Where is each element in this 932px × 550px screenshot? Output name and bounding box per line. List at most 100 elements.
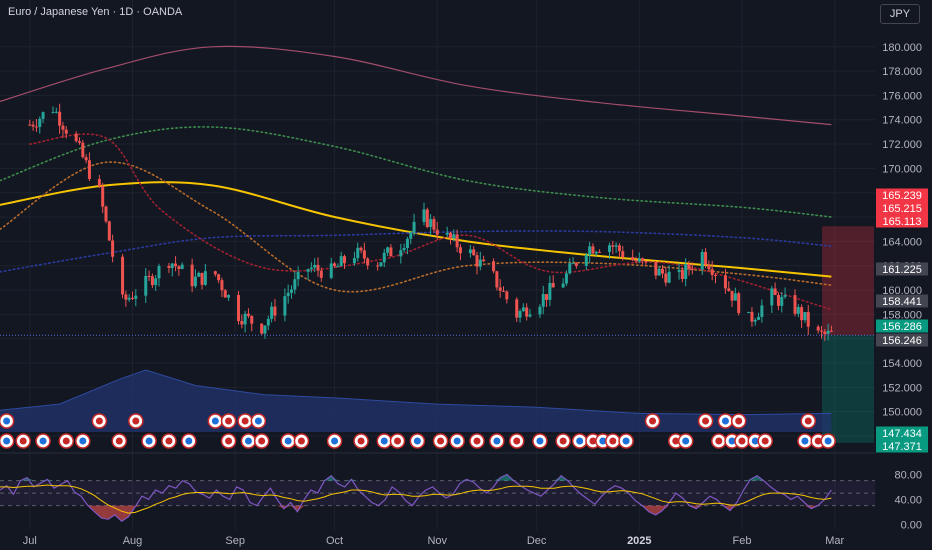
event-marker-dot (536, 437, 544, 445)
candle-body (223, 290, 227, 298)
price-tick-label: 164.000 (882, 236, 922, 248)
event-marker-dot (413, 437, 421, 445)
symbol-title: Euro / Japanese Yen · 1D · OANDA (8, 6, 183, 18)
candle-body (107, 221, 111, 241)
event-marker-dot (682, 437, 690, 445)
candle-body (362, 250, 366, 259)
candle-body (260, 323, 264, 334)
price-label-text: 161.225 (882, 264, 922, 276)
candle-body (644, 260, 648, 263)
candle-body (591, 246, 595, 254)
position-tool[interactable] (822, 226, 874, 443)
event-marker-dot (493, 437, 501, 445)
price-label-text: 158.441 (882, 296, 922, 308)
event-marker-dot (702, 417, 710, 425)
candle-body (687, 263, 691, 269)
candle-body (631, 256, 635, 261)
candle-body (124, 294, 128, 300)
candle-body (498, 287, 502, 291)
candle-body (339, 256, 343, 267)
candle-body (502, 290, 505, 292)
candle-body (780, 296, 784, 306)
candle-body (412, 221, 416, 233)
time-tick-label: 2025 (627, 535, 651, 547)
candle-body (564, 273, 568, 284)
price-label-bg (876, 262, 928, 276)
event-marker-dot (241, 417, 249, 425)
candle-body (402, 247, 406, 251)
oversold-fill (114, 505, 122, 522)
candle-body (714, 275, 717, 277)
event-marker-dot (3, 437, 11, 445)
time-axis[interactable]: Jul Aug Sep Oct Nov Dec 2025 Feb Mar (23, 535, 845, 547)
candle-body (518, 311, 522, 318)
time-tick-label: Sep (225, 535, 245, 547)
candle-body (452, 234, 456, 239)
candle-body (97, 179, 101, 187)
candle-body (121, 256, 125, 295)
candle-body (131, 297, 134, 299)
candle-body (677, 269, 681, 272)
candle-body (250, 315, 254, 324)
event-marker-dot (380, 437, 388, 445)
candle-body (217, 274, 221, 281)
currency-button[interactable]: JPY (880, 4, 920, 24)
candle-body (193, 276, 197, 287)
candle-body (290, 289, 293, 293)
candle-body (343, 256, 346, 264)
time-tick-label: Aug (123, 535, 143, 547)
candle-body (690, 268, 694, 270)
candle-body (150, 276, 154, 286)
candlesticks (28, 103, 833, 341)
oversold-fill (297, 505, 305, 512)
candle-body (74, 133, 78, 142)
oscillator-tick-label: 0.00 (901, 519, 922, 531)
candle-body (458, 247, 462, 254)
candle-body (220, 280, 224, 291)
candle-body (657, 268, 661, 276)
candle-body (495, 271, 499, 288)
time-tick-label: Mar (825, 535, 844, 547)
candle-body (551, 282, 555, 288)
candle-body (316, 264, 320, 271)
candle-body (588, 246, 592, 255)
price-label-text: 147.434 (882, 428, 922, 440)
candle-body (283, 296, 287, 316)
candle-body (270, 306, 274, 319)
candle-body (240, 320, 244, 325)
candle-body (273, 306, 277, 316)
candle-body (319, 270, 323, 278)
price-label-text: 165.113 (883, 216, 922, 228)
candle-body (796, 307, 800, 314)
candle-body (704, 251, 708, 265)
moving-average-line (0, 45, 832, 126)
candle-body (237, 295, 240, 321)
oscillator-tick-label: 40.00 (894, 494, 922, 506)
candle-body (329, 263, 333, 278)
candle-body (266, 318, 270, 326)
oversold-fill (648, 505, 656, 515)
price-axis[interactable]: 180.000 178.000 176.000 174.000 172.000 170.0… (882, 42, 922, 443)
candle-body (51, 112, 55, 114)
candle-body (379, 262, 383, 267)
candle-body (478, 259, 482, 267)
candle-body (545, 294, 549, 300)
candle-body (823, 331, 827, 334)
event-markers[interactable] (0, 413, 836, 449)
candle-body (820, 330, 823, 332)
candle-body (336, 266, 340, 268)
event-marker-dot (394, 437, 401, 445)
moving-average-line (0, 126, 833, 218)
overbought-fill (47, 479, 55, 481)
candle-body (157, 265, 161, 279)
event-marker-dot (225, 437, 233, 445)
event-marker-dot (576, 437, 584, 445)
time-tick-label: Feb (733, 535, 752, 547)
candle-body (333, 263, 337, 267)
candle-body (31, 124, 35, 127)
candle-body (816, 326, 820, 331)
price-label-text: 156.286 (882, 321, 922, 333)
event-marker-dot (761, 437, 769, 445)
oversold-fill (101, 505, 109, 520)
